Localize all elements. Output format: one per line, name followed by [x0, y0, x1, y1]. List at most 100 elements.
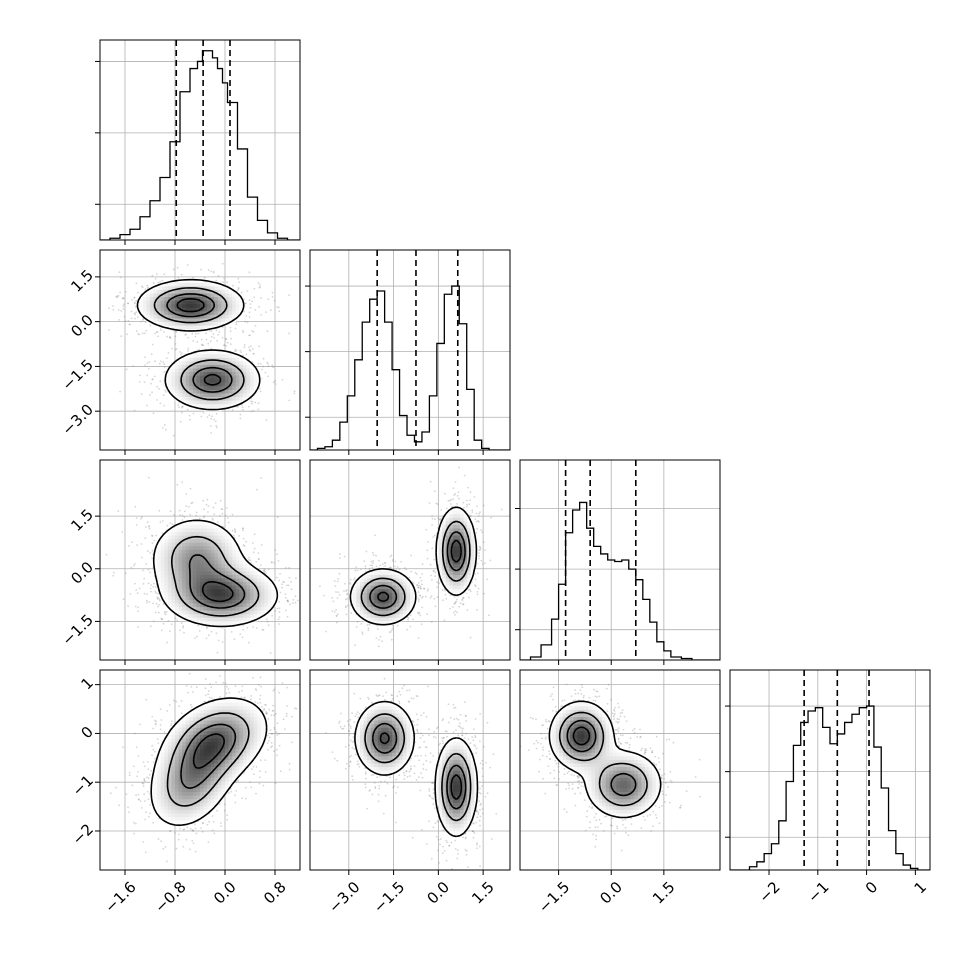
scatter-point	[161, 279, 164, 282]
density-cell	[214, 314, 219, 319]
scatter-point	[262, 357, 265, 360]
scatter-point	[257, 362, 260, 365]
scatter-point	[141, 556, 143, 559]
scatter-point	[145, 563, 148, 565]
scatter-point	[242, 354, 245, 357]
scatter-point	[189, 418, 191, 421]
scatter-point	[165, 428, 167, 431]
density-cell	[171, 535, 176, 540]
scatter-point	[287, 601, 290, 603]
density-cell	[189, 396, 194, 401]
density-cell	[203, 560, 208, 565]
density-cell	[164, 552, 169, 558]
density-cell	[228, 364, 233, 369]
scatter-point	[225, 507, 228, 509]
density-cell	[175, 367, 180, 373]
scatter-point	[158, 509, 161, 512]
scatter-point	[221, 336, 224, 339]
scatter-point	[174, 832, 176, 834]
density-cell	[200, 357, 205, 362]
density-cell	[228, 588, 233, 593]
density-cell	[221, 300, 226, 305]
density-cell	[185, 567, 190, 572]
scatter-point	[149, 625, 152, 628]
scatter-point	[257, 402, 260, 405]
density-cell	[210, 595, 215, 600]
density-cell	[253, 570, 258, 575]
scatter-point	[242, 624, 244, 627]
density-cell	[185, 524, 190, 529]
density-cell	[242, 610, 248, 615]
scatter-point	[191, 501, 194, 504]
density-cell	[210, 574, 215, 579]
density-cell	[182, 396, 187, 401]
density-cell	[192, 289, 198, 294]
scatter-point	[261, 628, 264, 631]
density-cell	[167, 592, 173, 597]
scatter-point	[243, 344, 246, 346]
scatter-point	[210, 432, 212, 434]
density-cell	[228, 396, 233, 401]
scatter-point	[255, 689, 258, 692]
density-cell	[200, 620, 205, 625]
density-cell	[175, 610, 180, 615]
density-cell	[203, 577, 208, 583]
density-cell	[182, 282, 187, 287]
density-cell	[160, 560, 165, 565]
scatter-point	[301, 702, 303, 704]
scatter-point	[255, 560, 258, 563]
scatter-point	[216, 809, 219, 812]
scatter-point	[241, 403, 243, 406]
density-cell	[253, 610, 258, 615]
density-cell	[171, 321, 176, 326]
scatter-point	[142, 785, 145, 787]
density-cell	[242, 588, 248, 593]
scatter-point	[218, 331, 221, 333]
histogram-panel-p0	[100, 40, 300, 240]
density-cell	[196, 378, 201, 383]
scatter-point	[204, 687, 207, 690]
density-cell	[157, 563, 162, 568]
scatter-point	[135, 524, 138, 526]
density-cell	[200, 592, 205, 597]
scatter-point	[271, 614, 274, 617]
density-cell	[164, 289, 169, 294]
density-cell	[221, 389, 226, 394]
scatter-point	[258, 345, 260, 348]
density-cell	[200, 321, 205, 326]
scatter-point	[242, 331, 245, 334]
density-cell	[232, 375, 237, 380]
density-cell	[175, 606, 180, 611]
density-cell	[246, 595, 251, 600]
density-cell	[232, 610, 237, 615]
density-cell	[153, 549, 158, 554]
scatter-point	[257, 408, 260, 411]
scatter-point	[215, 632, 218, 635]
density-cell	[210, 577, 215, 583]
density-cell	[175, 285, 180, 290]
density-cell	[207, 531, 212, 536]
density-cell	[225, 400, 230, 405]
density-cell	[203, 552, 208, 558]
scatter-point	[205, 626, 208, 628]
density-cell	[189, 563, 194, 568]
scatter-point	[210, 330, 213, 332]
density-cell	[164, 574, 169, 579]
density-cell	[203, 574, 208, 579]
density-cell	[157, 285, 162, 290]
scatter-point	[249, 349, 252, 352]
density-cell	[225, 353, 230, 358]
density-cell	[182, 577, 187, 583]
density-cell	[210, 602, 215, 608]
scatter-point	[294, 707, 296, 709]
density-cell	[189, 527, 194, 533]
scatter-point	[285, 609, 287, 612]
density-cell	[153, 296, 158, 301]
scatter-point	[149, 324, 152, 327]
scatter-point	[146, 284, 149, 287]
scatter-point	[259, 387, 261, 390]
density-cell	[235, 556, 240, 561]
density-cell	[182, 378, 187, 383]
joint-panel-p0-p1	[100, 250, 300, 450]
scatter-point	[251, 330, 254, 332]
